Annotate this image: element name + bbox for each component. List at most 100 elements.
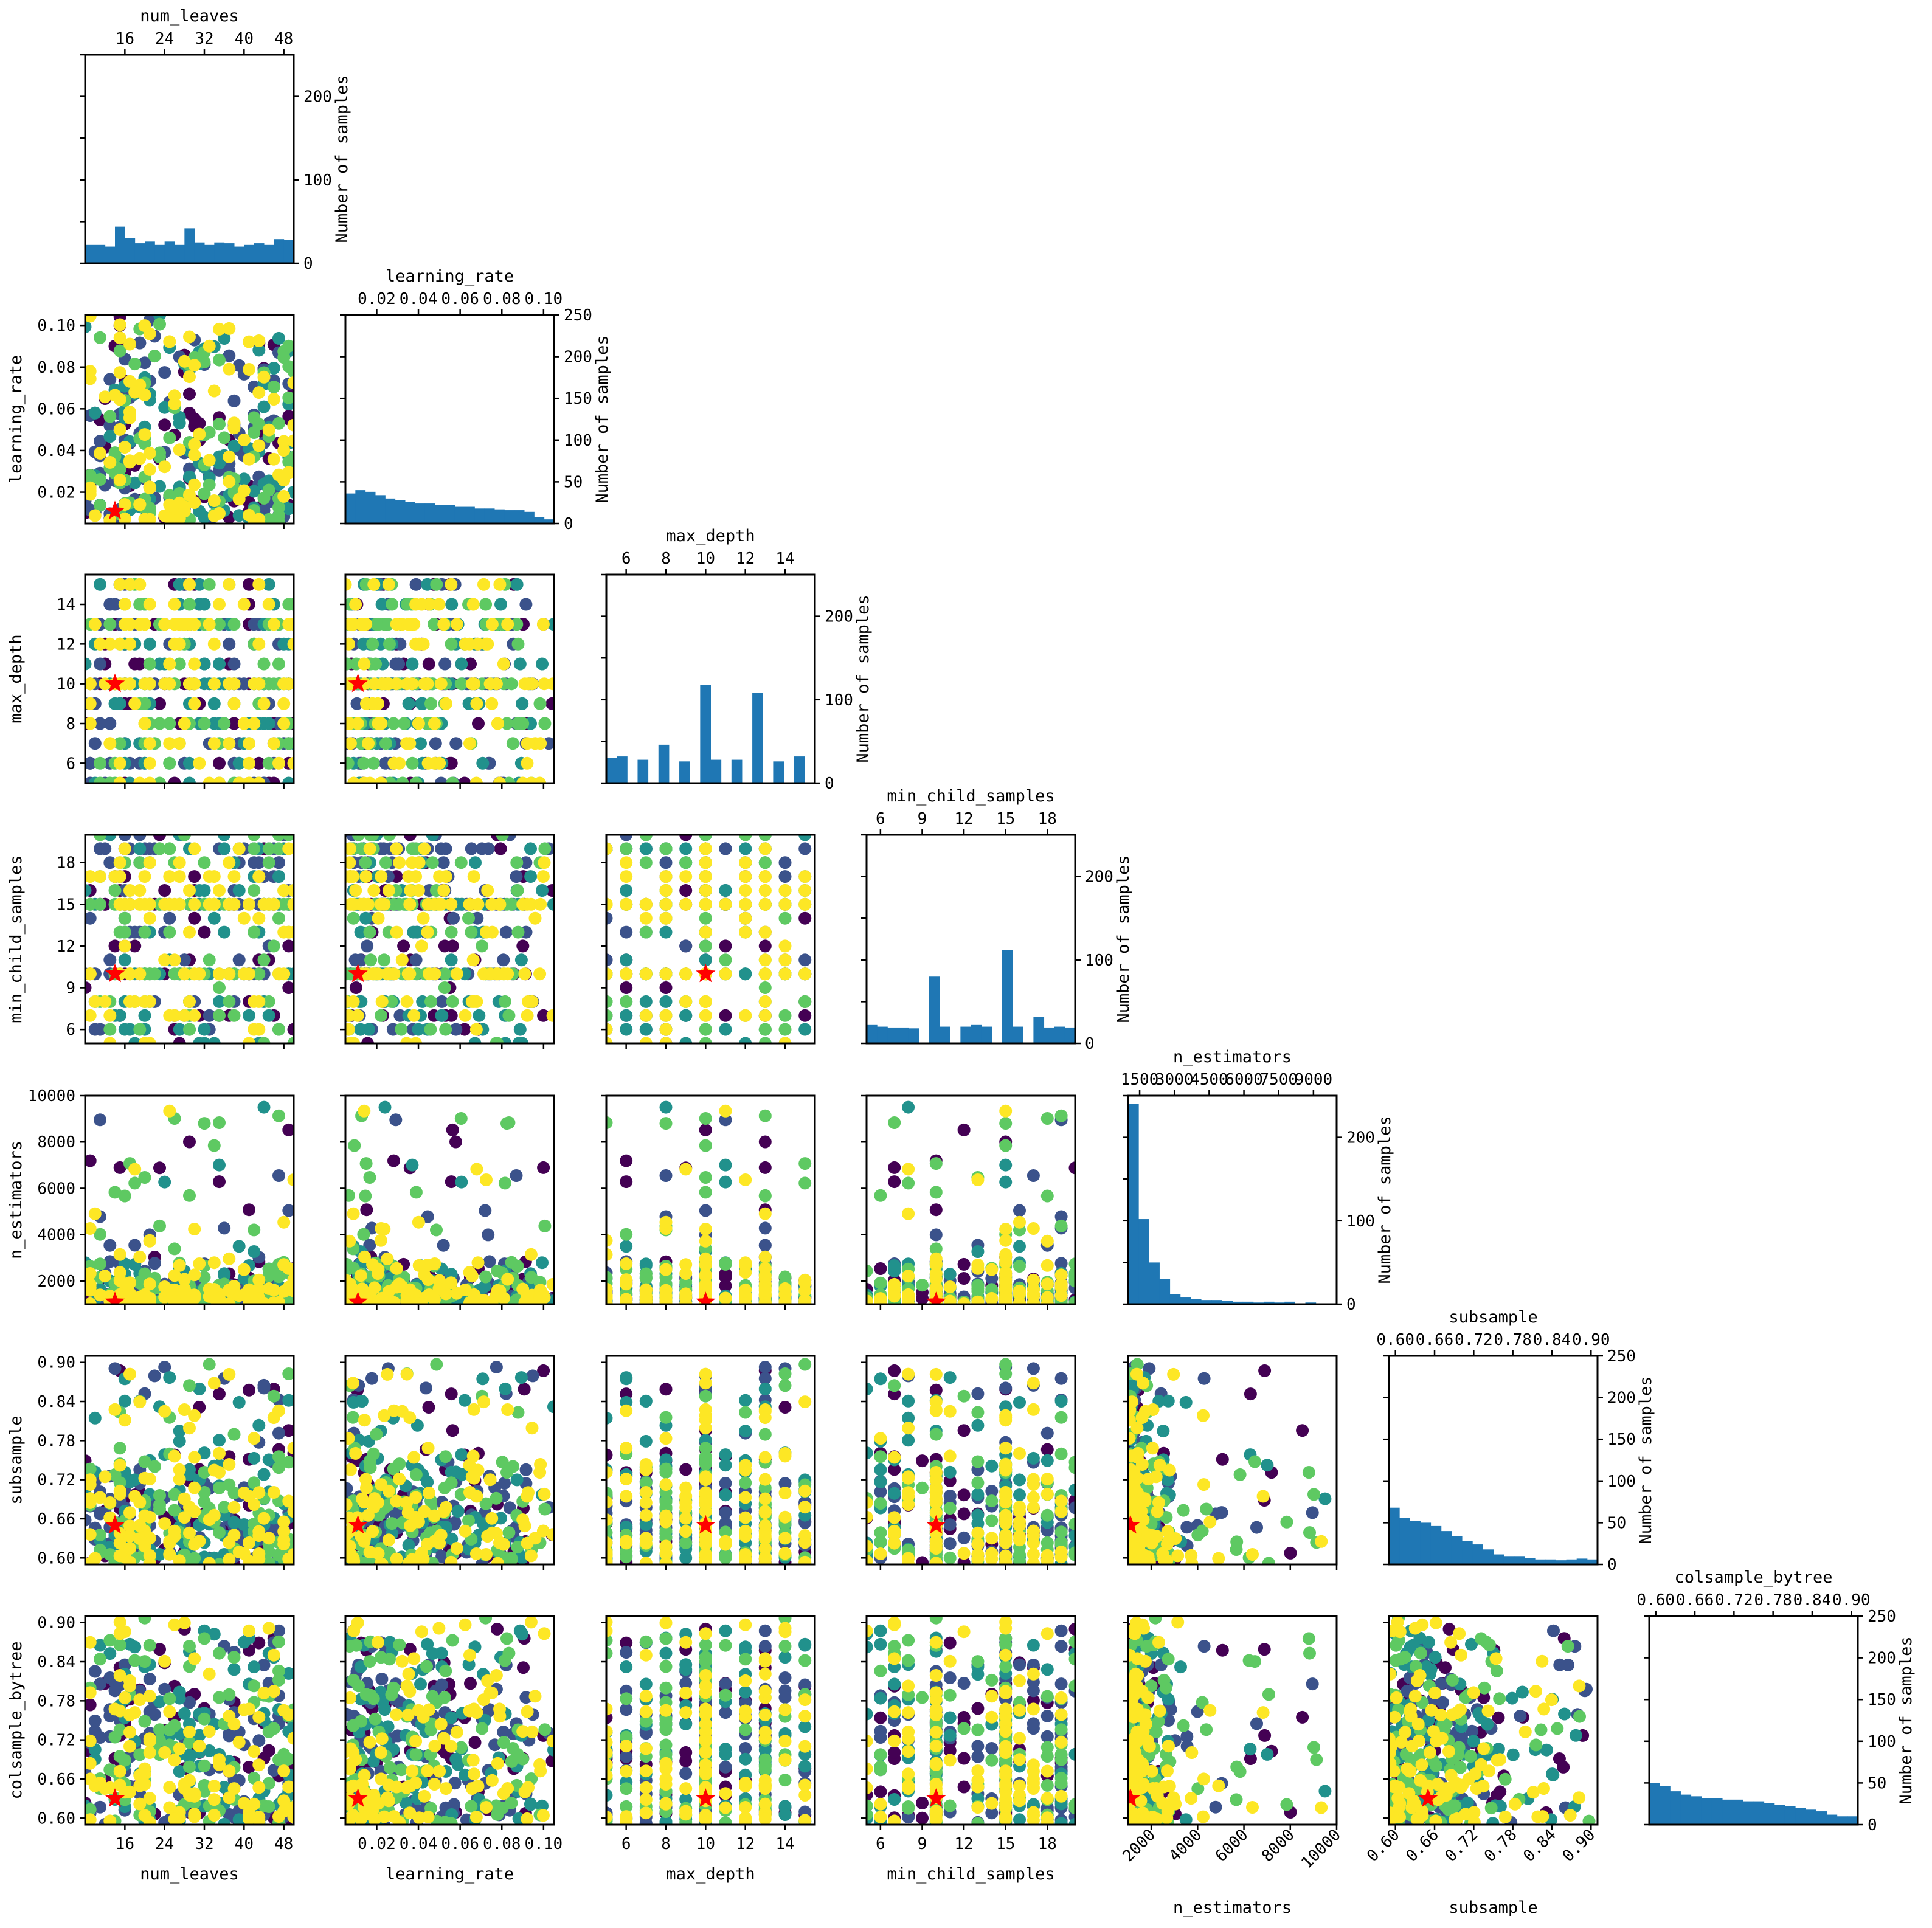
hist-ytick-label: 100 xyxy=(1346,1212,1375,1231)
scatter-point xyxy=(679,995,693,1008)
scatter-point xyxy=(188,1268,201,1282)
scatter-point xyxy=(118,1414,131,1427)
scatter-point xyxy=(758,1284,772,1297)
scatter-point xyxy=(173,1037,186,1043)
scatter-point xyxy=(207,384,221,398)
scatter-point xyxy=(198,717,211,730)
scatter-point xyxy=(363,1239,376,1252)
scatter-point xyxy=(227,717,241,730)
scatter-point xyxy=(94,842,106,855)
scatter-point xyxy=(243,776,255,783)
scatter-point xyxy=(138,389,151,401)
scatter-point xyxy=(198,1466,211,1479)
scatter-point xyxy=(481,884,494,897)
scatter-point xyxy=(510,856,524,869)
hist-bar-n_estimators-13 xyxy=(1263,1301,1275,1304)
scatter-point xyxy=(350,697,364,710)
scatter-point xyxy=(400,1037,414,1043)
scatter-point xyxy=(257,697,271,710)
scatter-point xyxy=(85,1557,97,1564)
scatter-point xyxy=(459,637,472,651)
scatter-point xyxy=(758,1135,772,1149)
hist-ytick-label: 200 xyxy=(303,88,332,106)
scatter-point xyxy=(402,870,415,883)
scatter-point xyxy=(257,1468,271,1481)
scatter-point xyxy=(243,452,255,466)
scatter-point xyxy=(606,995,613,1008)
scatter-point xyxy=(163,1104,176,1118)
scatter-point xyxy=(85,884,92,897)
scatter-point xyxy=(85,697,97,710)
scatter-point xyxy=(345,1234,356,1248)
scatter-point xyxy=(248,514,261,523)
hist-bar-n_estimators-2 xyxy=(1149,1262,1160,1304)
scatter-point xyxy=(758,925,772,939)
scatter-point xyxy=(679,1163,693,1176)
scatter-point xyxy=(188,1223,201,1235)
scatter-point xyxy=(719,1175,732,1189)
scatter-point xyxy=(188,1505,201,1518)
scatter-point xyxy=(372,618,386,631)
scatter-point xyxy=(248,485,261,498)
scatter-point xyxy=(282,1367,294,1380)
scatter-point xyxy=(719,967,732,981)
scatter-point xyxy=(85,981,92,994)
scatter-point xyxy=(511,637,525,651)
scatter-point xyxy=(168,1294,181,1304)
scatter-point xyxy=(183,387,196,401)
scatter-point xyxy=(1027,1222,1040,1235)
scatter-point xyxy=(252,1547,266,1560)
scatter-point xyxy=(108,1468,122,1481)
scatter-point xyxy=(183,370,196,384)
scatter-point xyxy=(85,1009,97,1022)
scatter-point xyxy=(479,1270,493,1284)
scatter-point xyxy=(659,1009,673,1022)
scatter-point xyxy=(143,1532,156,1545)
scatter-point xyxy=(874,1262,887,1275)
scatter-point xyxy=(874,1189,887,1202)
scatter-points xyxy=(345,578,554,783)
hist-axis-label: Number of samples xyxy=(333,75,351,243)
scatter-point xyxy=(511,1260,524,1273)
scatter-point xyxy=(133,776,147,783)
scatter-point xyxy=(397,939,410,953)
scatter-point xyxy=(138,428,151,441)
scatter-point xyxy=(798,870,812,883)
scatter-point xyxy=(400,1294,414,1304)
scatter-point xyxy=(277,1215,291,1229)
scatter-point xyxy=(374,776,387,783)
scatter-point xyxy=(103,856,117,869)
scatter-point xyxy=(237,484,251,497)
scatter-point xyxy=(267,393,280,406)
scatter-point xyxy=(482,1228,495,1242)
scatter-point xyxy=(207,637,221,651)
scatter-point xyxy=(1068,1257,1075,1271)
scatter-point xyxy=(207,510,221,522)
scatter-point xyxy=(85,1222,97,1235)
scatter-point xyxy=(257,1037,271,1043)
scatter-point xyxy=(188,1409,201,1422)
scatter-point xyxy=(699,953,712,967)
scatter-point xyxy=(366,637,379,651)
scatter-point xyxy=(533,697,547,710)
scatter-point xyxy=(272,1461,285,1474)
scatter-point xyxy=(213,756,226,770)
scatter-point xyxy=(758,1239,772,1252)
scatter-point xyxy=(902,1270,915,1283)
scatter-point xyxy=(639,842,653,855)
scatter-point xyxy=(415,598,428,611)
hist-bar-min_child_samples-7 xyxy=(940,1026,950,1043)
scatter-point xyxy=(173,1023,186,1036)
scatter-point xyxy=(287,618,294,631)
hist-xtick-label: 12 xyxy=(736,550,755,568)
scatter-point xyxy=(103,373,117,386)
scatter-point xyxy=(203,776,216,783)
scatter-point xyxy=(178,1403,191,1416)
scatter-point xyxy=(620,897,633,911)
scatter-point xyxy=(410,925,424,939)
scatter-point xyxy=(639,1023,653,1036)
scatter-point xyxy=(203,454,216,467)
scatter-point xyxy=(148,967,161,981)
scatter-point xyxy=(521,756,534,770)
